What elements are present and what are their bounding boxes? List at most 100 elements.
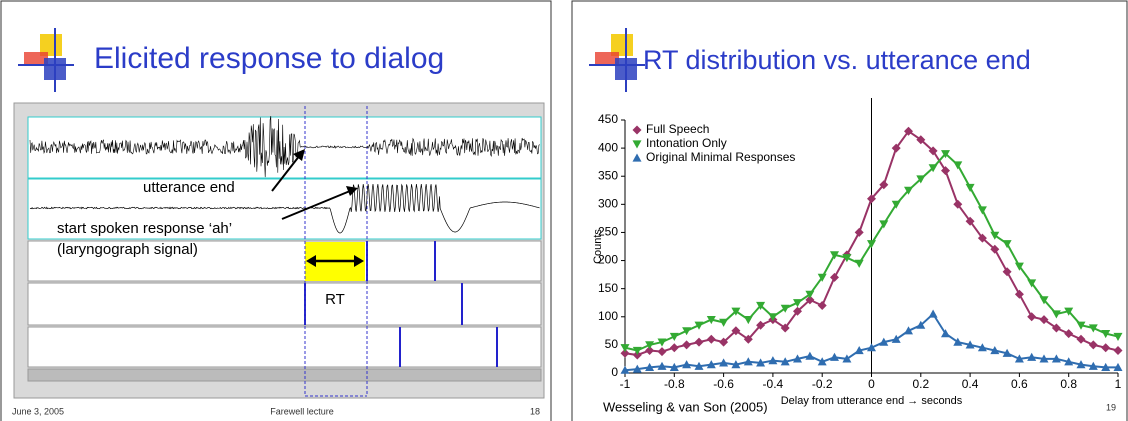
marker [941,166,950,176]
y-tick-label: 400 [598,140,618,154]
marker [1064,307,1074,316]
marker [1027,312,1037,322]
marker [756,358,766,367]
marker [1051,354,1061,363]
waveform-panel [27,178,542,240]
marker [1076,321,1086,330]
waveform [29,116,540,178]
y-axis-label: Counts [592,229,604,264]
slide-title: Elicited response to dialog [94,42,444,75]
marker [1014,262,1024,271]
x-tick-label: -0.6 [713,377,734,391]
marker [657,347,667,357]
marker [916,135,926,145]
legend-label: Intonation Only [646,136,727,150]
marker [854,346,864,355]
marker [756,301,766,310]
y-tick-label: 50 [605,337,619,351]
marker [891,334,901,343]
marker [645,341,655,350]
marker [780,357,790,366]
marker [719,318,729,327]
marker [830,272,839,282]
x-tick-label: -1 [620,377,631,391]
marker [620,344,630,353]
footer-page: 19 [1106,402,1116,412]
marker [842,354,852,363]
footer-source: Wesseling & van Son (2005) [603,399,768,414]
x-tick-label: 0.6 [1011,377,1028,391]
x-tick-label: 0.4 [962,377,979,391]
marker [719,337,729,347]
marker [1064,357,1074,366]
marker [706,334,716,344]
marker [965,340,975,349]
marker [928,309,938,318]
marker [706,316,716,325]
waveform [29,183,540,234]
marker [743,357,753,366]
figure: utterance end start spoken response ‘ah’… [13,102,545,399]
arrow [271,154,301,192]
marker [1027,279,1037,288]
marker [1088,324,1098,333]
marker [682,340,692,350]
marker [1101,362,1111,371]
marker [620,365,630,374]
marker [1002,267,1012,277]
marker [990,244,1000,254]
marker [953,199,963,209]
marker [953,337,963,346]
marker [1076,334,1086,344]
marker [990,231,1000,240]
marker [780,304,790,313]
marker [1101,343,1111,353]
marker [669,332,679,341]
marker [965,216,975,226]
marker [867,343,876,352]
marker [1014,289,1024,299]
marker [682,327,692,336]
marker [793,306,802,316]
marker [1039,315,1049,325]
legend-marker [632,140,642,149]
marker [768,313,778,322]
marker [817,273,827,282]
marker [817,357,827,366]
y-tick-label: 450 [598,112,618,126]
marker [842,254,852,263]
marker [632,364,642,373]
marker [1088,361,1098,370]
annotation: start spoken response ‘ah’ [57,220,232,237]
marker [620,348,630,358]
x-tick-label: -0.4 [763,377,784,391]
y-tick-label: 200 [598,253,618,267]
marker [756,320,766,330]
marker [941,150,950,159]
marker [657,338,667,347]
marker [669,362,679,371]
y-tick-label: 250 [598,225,618,239]
title-icon [18,28,74,92]
marker [669,343,679,353]
marker [977,233,987,243]
marker [731,360,741,369]
marker [916,320,926,329]
marker [879,337,889,346]
marker [645,362,655,371]
marker [891,143,901,153]
marker [928,164,938,173]
annotation: (laryngograph signal) [57,241,198,258]
marker [731,307,741,316]
marker [867,194,876,204]
marker [743,316,753,325]
marker [879,220,889,229]
slide-title: RT distribution vs. utterance end [643,45,1031,75]
marker [1113,332,1123,341]
x-tick-label: -0.8 [664,377,685,391]
y-tick-label: 0 [611,365,618,379]
footer-center: Farewell lecture [270,406,334,416]
marker [1113,346,1123,355]
marker [1002,240,1012,249]
